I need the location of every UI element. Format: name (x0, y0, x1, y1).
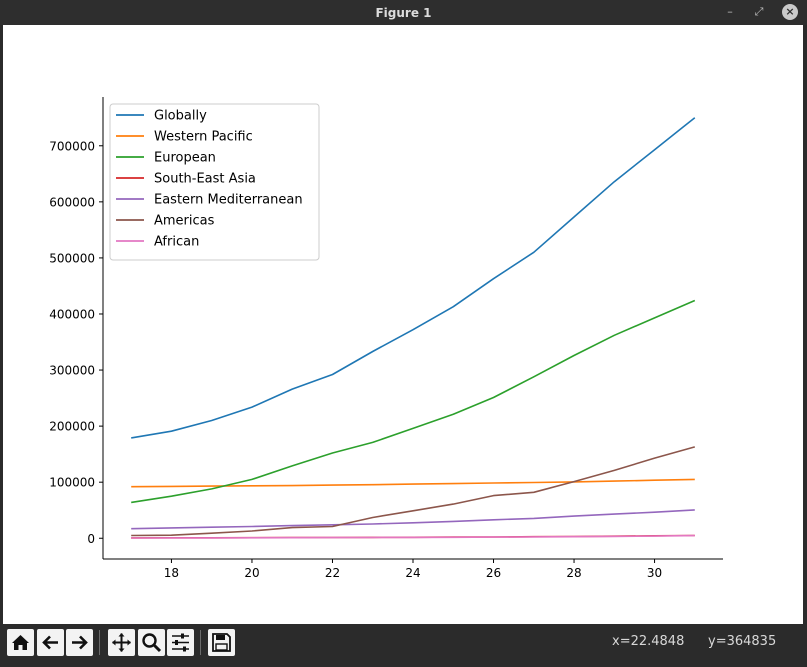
y-tick-label: 400000 (49, 307, 95, 321)
legend-label: Western Pacific (154, 130, 253, 145)
x-tick-label: 26 (486, 566, 501, 580)
zoom-icon (142, 633, 162, 653)
configure-subplots-icon (172, 633, 189, 652)
y-tick-label: 600000 (49, 195, 95, 209)
pan-icon (112, 633, 131, 652)
series-line-americas (131, 446, 696, 537)
cursor-y-readout: y=364835 (708, 634, 777, 649)
x-tick-label: 18 (164, 566, 179, 580)
save-icon (212, 633, 231, 652)
y-tick-label: 100000 (49, 476, 95, 490)
x-tick-label: 24 (405, 566, 420, 580)
y-ticks: 0 100000 200000 300000 400000 500000 600000 700… (49, 139, 103, 546)
line-chart: 18 20 22 24 26 28 30 0 100000 200000 300000 400000… (49, 97, 723, 580)
forward-arrow-icon (72, 635, 88, 650)
series-line-european (131, 299, 696, 504)
back-arrow-icon (42, 635, 58, 650)
legend-label: Americas (154, 214, 215, 229)
x-tick-label: 22 (325, 566, 340, 580)
x-tick-label: 20 (244, 566, 259, 580)
series-line-western-pacific (131, 478, 695, 488)
legend-label: Globally (154, 109, 207, 124)
maximize-button[interactable]: ⤢ (754, 5, 764, 18)
figure-canvas[interactable]: 18 20 22 24 26 28 30 0 100000 200000 300000 400000… (3, 25, 803, 624)
series-line-eastern-mediterranean (131, 509, 695, 530)
toolbar-separator (99, 630, 100, 655)
x-ticks: 18 20 22 24 26 28 30 (164, 559, 662, 580)
x-tick-label: 30 (647, 566, 662, 580)
configure-subplots-button[interactable] (167, 629, 194, 656)
home-button[interactable] (7, 629, 34, 656)
y-tick-label: 0 (87, 532, 95, 546)
legend-box (109, 103, 320, 261)
title-bar: Figure 1 – ⤢ × (0, 0, 807, 25)
minimize-button[interactable]: – (727, 5, 733, 18)
home-icon (12, 635, 29, 650)
zoom-button[interactable] (138, 629, 165, 656)
save-button[interactable] (208, 629, 235, 656)
navigation-toolbar (0, 624, 807, 667)
legend-label: European (154, 151, 216, 166)
series-line-african (131, 534, 695, 539)
close-button[interactable]: × (782, 4, 798, 20)
cursor-x-readout: x=22.4848 (612, 634, 685, 649)
y-tick-label: 200000 (49, 420, 95, 434)
forward-button[interactable] (66, 629, 93, 656)
pan-button[interactable] (108, 629, 135, 656)
y-tick-label: 500000 (49, 251, 95, 265)
y-tick-label: 300000 (49, 364, 95, 378)
series-line-globally (131, 117, 696, 439)
x-tick-label: 28 (566, 566, 581, 580)
legend-label: South-East Asia (154, 172, 256, 187)
window-title: Figure 1 (375, 6, 432, 20)
chart-lines (131, 117, 696, 539)
legend-label: African (154, 235, 199, 250)
toolbar-separator (200, 630, 201, 655)
y-tick-label: 700000 (49, 139, 95, 153)
chart-legend: Globally Western Pacific European South-Eas… (109, 103, 320, 261)
legend-label: Eastern Mediterranean (154, 193, 303, 208)
back-button[interactable] (37, 629, 64, 656)
